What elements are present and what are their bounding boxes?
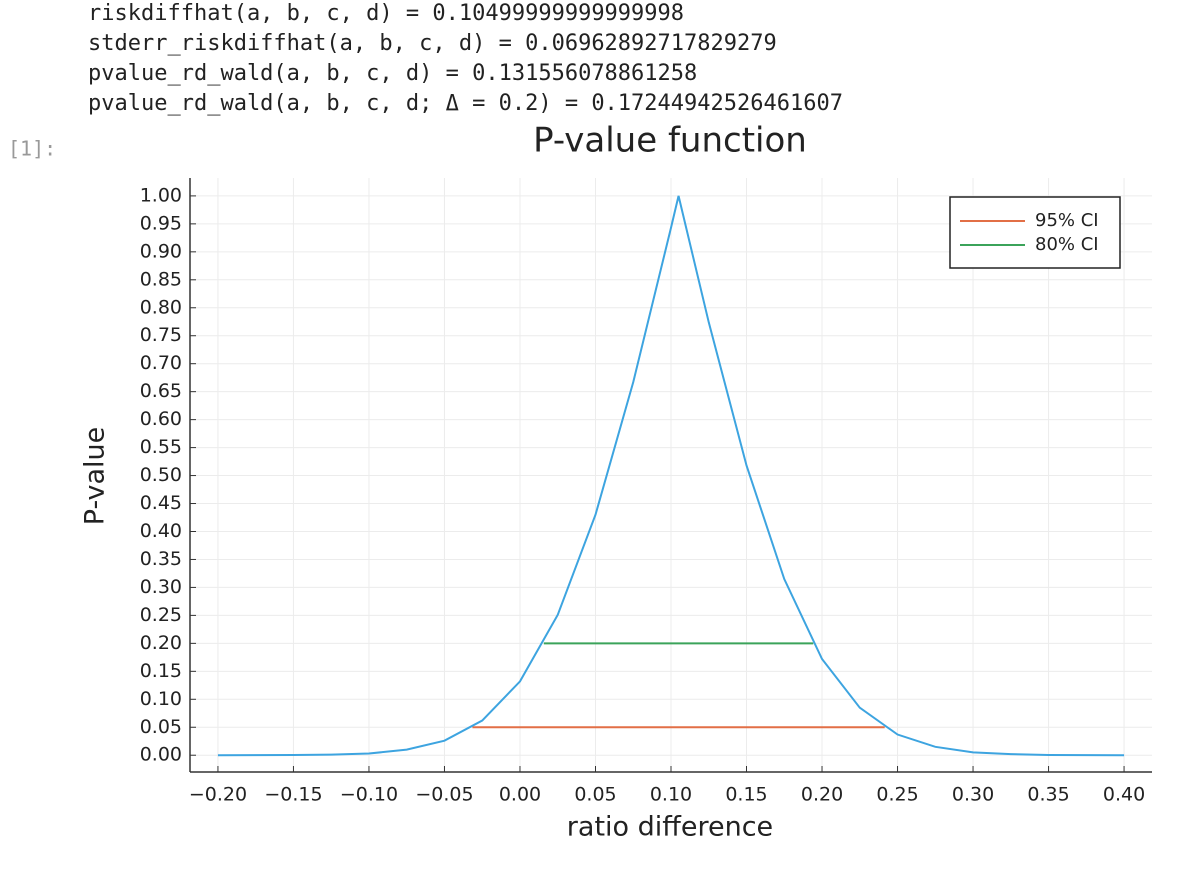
y-tick-label: 0.05 — [140, 716, 182, 738]
y-tick-label: 0.15 — [140, 660, 182, 682]
legend-label: 95% CI — [1035, 210, 1099, 231]
y-tick-label: 0.55 — [140, 436, 182, 458]
y-tick-label: 0.75 — [140, 324, 182, 346]
y-tick-label: 0.25 — [140, 604, 182, 626]
cell-prompt: [1]: — [8, 137, 56, 161]
y-tick-label: 0.50 — [140, 464, 182, 486]
output-line: stderr_riskdiffhat(a, b, c, d) = 0.06962… — [88, 31, 777, 56]
y-tick-label: 0.40 — [140, 520, 182, 542]
output-line: pvalue_rd_wald(a, b, c, d) = 0.131556078… — [88, 61, 697, 86]
y-tick-label: 0.85 — [140, 268, 182, 290]
x-tick-label: 0.00 — [499, 784, 541, 806]
x-tick-label: −0.15 — [264, 784, 322, 806]
x-tick-label: −0.10 — [340, 784, 398, 806]
chart-title: P-value function — [533, 121, 807, 161]
x-tick-label: 0.05 — [574, 784, 616, 806]
y-tick-label: 0.35 — [140, 548, 182, 570]
y-tick-label: 0.90 — [140, 240, 182, 262]
output-line: riskdiffhat(a, b, c, d) = 0.104999999999… — [88, 1, 684, 26]
x-tick-label: 0.30 — [952, 784, 994, 806]
x-tick-label: 0.10 — [650, 784, 692, 806]
y-tick-label: 1.00 — [140, 184, 182, 206]
p-value-curve — [217, 195, 1125, 757]
x-tick-label: 0.25 — [876, 784, 918, 806]
y-tick-label: 0.45 — [140, 492, 182, 514]
legend-label: 80% CI — [1035, 234, 1099, 255]
y-tick-label: 0.60 — [140, 408, 182, 430]
output-line: pvalue_rd_wald(a, b, c, d; Δ = 0.2) = 0.… — [88, 91, 843, 116]
x-tick-label: 0.40 — [1103, 784, 1145, 806]
x-tick-label: 0.35 — [1027, 784, 1069, 806]
y-tick-label: 0.70 — [140, 352, 182, 374]
y-tick-label: 0.95 — [140, 212, 182, 234]
x-tick-label: −0.05 — [415, 784, 473, 806]
x-axis-label: ratio difference — [567, 812, 773, 843]
y-tick-label: 0.00 — [140, 744, 182, 766]
y-tick-label: 0.80 — [140, 296, 182, 318]
x-tick-label: −0.20 — [189, 784, 247, 806]
y-tick-label: 0.10 — [140, 688, 182, 710]
x-tick-label: 0.20 — [801, 784, 843, 806]
y-tick-label: 0.30 — [140, 576, 182, 598]
y-tick-label: 0.20 — [140, 632, 182, 654]
y-tick-label: 0.65 — [140, 380, 182, 402]
legend-box — [949, 196, 1121, 269]
x-tick-label: 0.15 — [725, 784, 767, 806]
y-axis-label: P-value — [80, 427, 111, 525]
